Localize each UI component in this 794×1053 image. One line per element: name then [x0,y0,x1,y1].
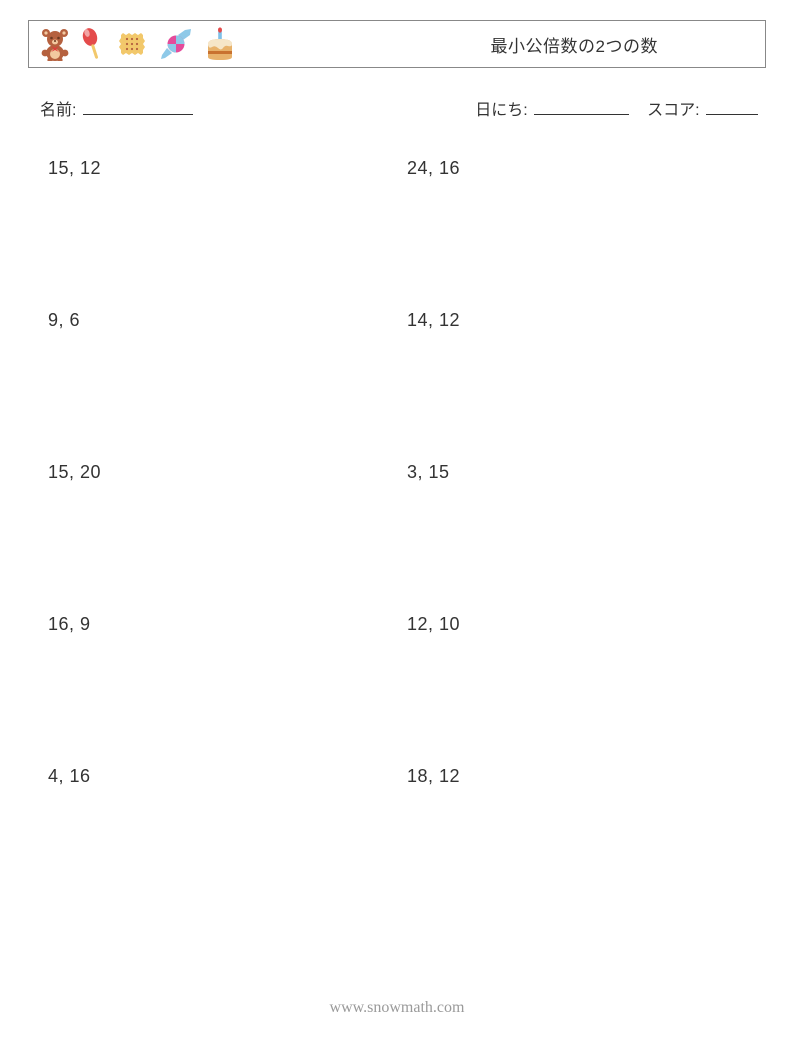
problem-cell: 14, 12 [407,310,766,462]
problem-cell: 16, 9 [48,614,407,766]
worksheet-page: 最小公倍数の2つの数 名前: 日にち: スコア: 15, 12 24, 16 9… [0,0,794,1053]
problem-row: 15, 12 24, 16 [48,158,766,310]
problem-cell: 15, 20 [48,462,407,614]
meta-row: 名前: 日にち: スコア: [28,96,766,120]
problems-grid: 15, 12 24, 16 9, 6 14, 12 15, 20 3, 15 1… [28,158,766,918]
date-field: 日にち: [475,96,629,120]
problem-row: 4, 16 18, 12 [48,766,766,918]
teddy-bear-icon [39,27,71,61]
name-blank[interactable] [83,96,193,115]
problem-cell: 4, 16 [48,766,407,918]
problem-cell: 3, 15 [407,462,766,614]
problem-row: 15, 20 3, 15 [48,462,766,614]
cracker-icon [115,27,149,61]
date-label: 日にち: [475,102,527,119]
name-field: 名前: [32,96,193,120]
score-blank[interactable] [706,96,758,115]
candy-icon [159,27,193,61]
score-field: スコア: [647,96,758,120]
title-box: 最小公倍数の2つの数 [28,20,766,68]
cake-icon [203,27,237,61]
popsicle-icon [81,27,105,61]
problem-row: 9, 6 14, 12 [48,310,766,462]
problem-cell: 18, 12 [407,766,766,918]
date-blank[interactable] [534,96,629,115]
icon-row [35,27,237,61]
problem-cell: 15, 12 [48,158,407,310]
worksheet-title: 最小公倍数の2つの数 [491,32,753,57]
problem-cell: 9, 6 [48,310,407,462]
problem-cell: 24, 16 [407,158,766,310]
name-label: 名前: [40,102,76,119]
score-label: スコア: [647,102,699,119]
footer-url: www.snowmath.com [0,999,794,1017]
problem-row: 16, 9 12, 10 [48,614,766,766]
problem-cell: 12, 10 [407,614,766,766]
